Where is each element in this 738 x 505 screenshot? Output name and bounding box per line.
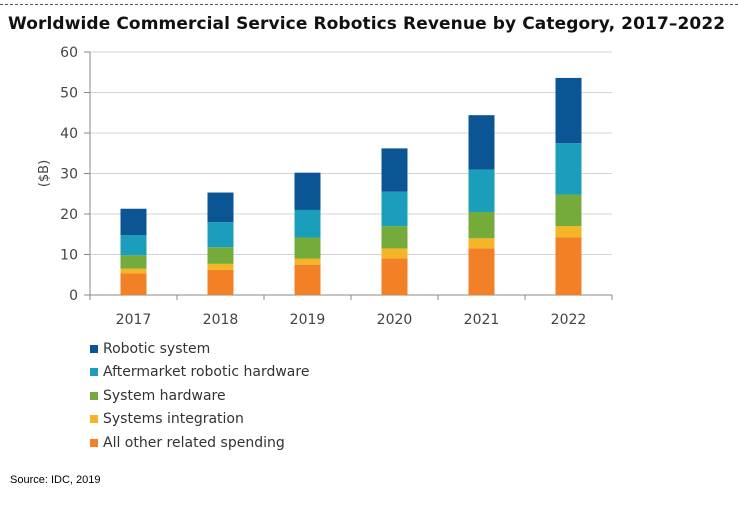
bar-segment — [555, 194, 582, 227]
bar-segment — [294, 258, 321, 265]
x-tick-label: 2021 — [464, 312, 500, 328]
y-tick-label: 10 — [60, 248, 78, 264]
legend-item: Aftermarket robotic hardware — [90, 361, 309, 385]
bar-segment — [120, 273, 147, 295]
bar-segment — [468, 169, 495, 212]
bar-segment — [468, 238, 495, 249]
bar-segment — [207, 269, 234, 295]
x-tick-label: 2019 — [290, 312, 326, 328]
bar-segment — [555, 77, 582, 144]
legend-item: Systems integration — [90, 408, 309, 432]
bar-segment — [381, 148, 408, 192]
x-tick-label: 2017 — [116, 312, 152, 328]
bar-segment — [381, 226, 408, 249]
top-rule — [0, 4, 738, 5]
legend-swatch — [90, 438, 98, 447]
bar-segment — [120, 235, 147, 256]
y-tick-label: 20 — [60, 207, 78, 223]
legend-item: All other related spending — [90, 431, 309, 455]
bar-segment — [555, 143, 582, 195]
bar-segment — [555, 237, 582, 295]
legend-item: System hardware — [90, 384, 309, 408]
chart-legend: Robotic system Aftermarket robotic hardwa… — [90, 337, 309, 455]
y-tick-label: 60 — [60, 45, 78, 61]
x-tick-label: 2022 — [551, 312, 587, 328]
bar-segment — [294, 209, 321, 238]
bar-segment — [207, 263, 234, 270]
legend-label: Aftermarket robotic hardware — [103, 364, 310, 381]
bar-segment — [468, 211, 495, 239]
bar-segment — [207, 192, 234, 223]
legend-swatch — [90, 368, 98, 377]
bar-segment — [468, 115, 495, 170]
y-axis-label: ($B) — [37, 160, 52, 187]
bar-segment — [381, 258, 408, 295]
y-tick-label: 50 — [60, 86, 78, 102]
chart-title: Worldwide Commercial Service Robotics Re… — [8, 14, 726, 34]
source-note: Source: IDC, 2019 — [10, 474, 101, 486]
legend-label: System hardware — [103, 387, 226, 404]
x-tick-label: 2020 — [377, 312, 413, 328]
bar-segment — [294, 237, 321, 259]
legend-label: All other related spending — [103, 434, 285, 451]
legend-swatch — [90, 391, 98, 400]
bar-segment — [120, 208, 147, 236]
legend-label: Systems integration — [103, 411, 244, 428]
bar-segment — [468, 248, 495, 295]
bar-segment — [294, 172, 321, 210]
legend-swatch — [90, 415, 98, 424]
legend-swatch — [90, 344, 98, 353]
bar-segment — [294, 264, 321, 295]
bar-segment — [207, 247, 234, 264]
y-tick-label: 0 — [69, 288, 78, 304]
bar-segment — [555, 226, 582, 238]
y-tick-label: 30 — [60, 167, 78, 183]
bar-segment — [120, 268, 147, 274]
bar-segment — [207, 222, 234, 248]
chart-canvas: 0 10 20 30 40 50 60 ($B) 2017 2018 2019 2020 2021 202… — [37, 45, 613, 328]
legend-label: Robotic system — [103, 340, 211, 357]
bar-segment — [120, 255, 147, 269]
bar-segment — [381, 191, 408, 227]
legend-item: Robotic system — [90, 337, 309, 361]
bar-segment — [381, 248, 408, 259]
y-tick-label: 40 — [60, 126, 78, 142]
x-tick-label: 2018 — [203, 312, 239, 328]
